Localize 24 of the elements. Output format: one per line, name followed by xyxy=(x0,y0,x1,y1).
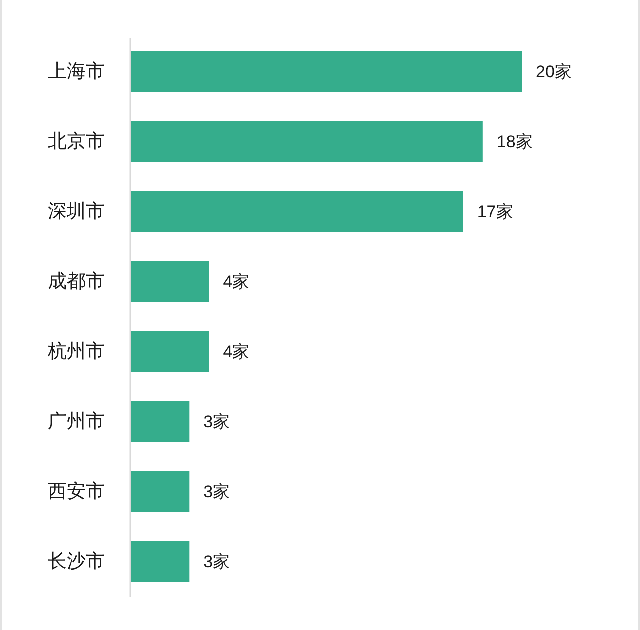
bar xyxy=(131,262,210,302)
y-tick-label: 上海市 xyxy=(48,60,105,82)
bar xyxy=(131,52,522,92)
data-label: 17家 xyxy=(477,202,514,222)
y-tick-label: 北京市 xyxy=(48,130,105,152)
bar xyxy=(131,402,190,442)
data-label: 20家 xyxy=(536,62,572,82)
y-tick-label: 西安市 xyxy=(48,480,105,502)
data-label: 3家 xyxy=(204,482,230,502)
data-label: 18家 xyxy=(496,132,533,152)
bar xyxy=(131,192,464,232)
data-label: 3家 xyxy=(204,552,230,572)
data-label: 3家 xyxy=(204,412,230,432)
y-tick-label: 成都市 xyxy=(48,270,105,292)
bar xyxy=(131,472,190,512)
bar xyxy=(131,332,210,372)
data-label: 4家 xyxy=(223,272,250,292)
y-tick-label: 广州市 xyxy=(48,410,105,432)
bar xyxy=(131,542,190,582)
y-tick-label: 深圳市 xyxy=(48,200,105,222)
y-tick-label: 长沙市 xyxy=(48,550,105,572)
y-tick-label: 杭州市 xyxy=(47,340,105,362)
data-label: 4家 xyxy=(223,342,250,362)
bar xyxy=(131,122,483,162)
